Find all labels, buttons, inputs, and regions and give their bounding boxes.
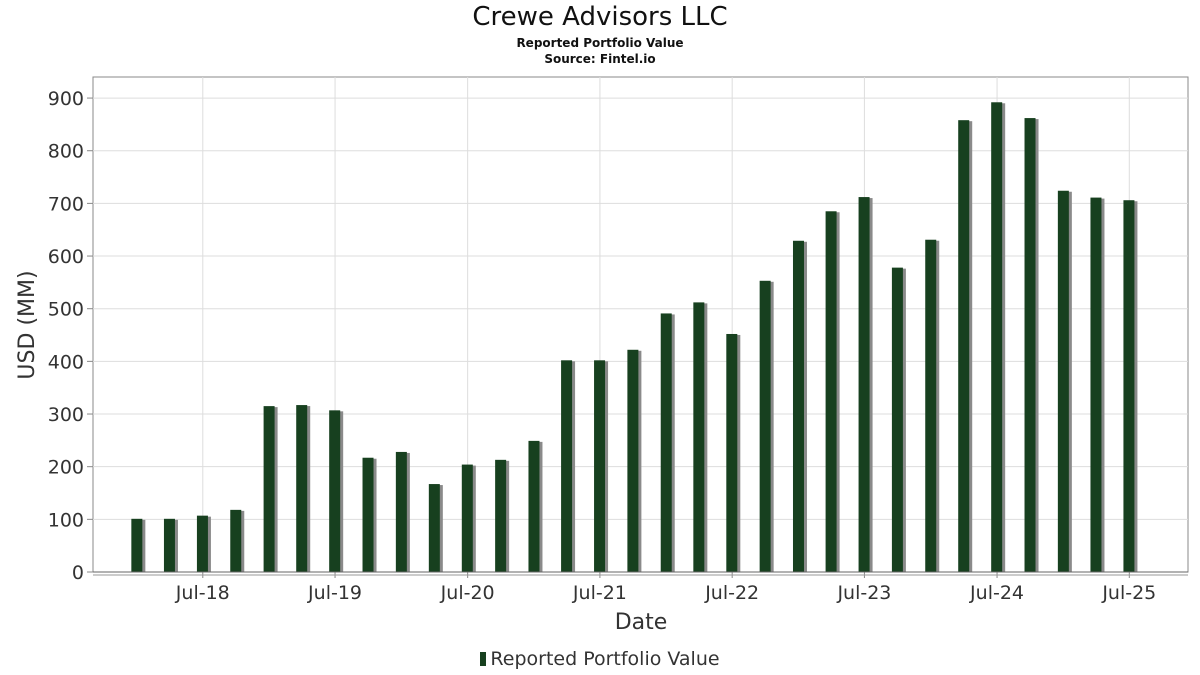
y-tick-label: 600 — [48, 246, 84, 268]
chart-title: Crewe Advisors LLC — [472, 2, 728, 32]
bar — [726, 333, 738, 572]
y-tick-label: 500 — [48, 299, 84, 321]
bar — [263, 406, 275, 572]
chart-source: Source: Fintel.io — [544, 52, 656, 66]
bar — [693, 302, 705, 572]
bar — [1024, 118, 1036, 573]
x-tick-label: Jul-25 — [1101, 582, 1156, 604]
axis-layer: 0 100 200 300 400 500 600 700 800 900 Jul-18 Jul-19… — [48, 88, 1188, 604]
bar — [759, 280, 771, 572]
bar — [792, 240, 804, 572]
bar — [395, 451, 407, 572]
bar — [329, 410, 341, 572]
bar — [925, 239, 937, 572]
y-tick-label: 700 — [48, 193, 84, 215]
bar — [528, 440, 540, 572]
x-tick-label: Jul-24 — [969, 582, 1024, 604]
x-axis-title: Date — [615, 610, 668, 635]
bar — [858, 197, 870, 572]
bar — [296, 405, 308, 572]
legend-label: Reported Portfolio Value — [490, 648, 720, 670]
bar — [1057, 190, 1069, 572]
x-tick-label: Jul-20 — [440, 582, 495, 604]
chart-subtitle: Reported Portfolio Value — [516, 36, 684, 50]
y-tick-label: 200 — [48, 457, 84, 479]
x-tick-label: Jul-21 — [572, 582, 627, 604]
y-tick-label: 800 — [48, 141, 84, 163]
bar — [561, 360, 573, 572]
legend: Reported Portfolio Value — [0, 648, 1200, 670]
bar — [627, 349, 639, 572]
bar — [196, 515, 208, 572]
y-tick-label: 0 — [72, 562, 84, 584]
bar — [594, 360, 606, 572]
bar — [428, 484, 440, 572]
y-tick-label: 400 — [48, 351, 84, 373]
bar — [660, 313, 672, 572]
bar — [1090, 197, 1102, 572]
y-tick-label: 100 — [48, 509, 84, 531]
x-tick-label: Jul-22 — [704, 582, 759, 604]
bar — [991, 102, 1003, 572]
y-tick-label: 900 — [48, 88, 84, 110]
x-tick-label: Jul-19 — [307, 582, 362, 604]
y-tick-label: 300 — [48, 404, 84, 426]
x-tick-label: Jul-18 — [175, 582, 230, 604]
bar — [495, 459, 507, 572]
bar — [825, 211, 837, 572]
bar — [1123, 200, 1135, 573]
x-tick-label: Jul-23 — [836, 582, 891, 604]
y-axis-title: USD (MM) — [15, 270, 40, 379]
bar-layer — [131, 102, 1138, 573]
bar — [131, 518, 143, 572]
bar — [230, 509, 242, 572]
legend-swatch — [480, 652, 487, 666]
bar — [891, 267, 903, 572]
bar — [958, 120, 970, 573]
bar — [461, 464, 473, 572]
bar — [163, 518, 175, 572]
bar — [362, 457, 374, 572]
